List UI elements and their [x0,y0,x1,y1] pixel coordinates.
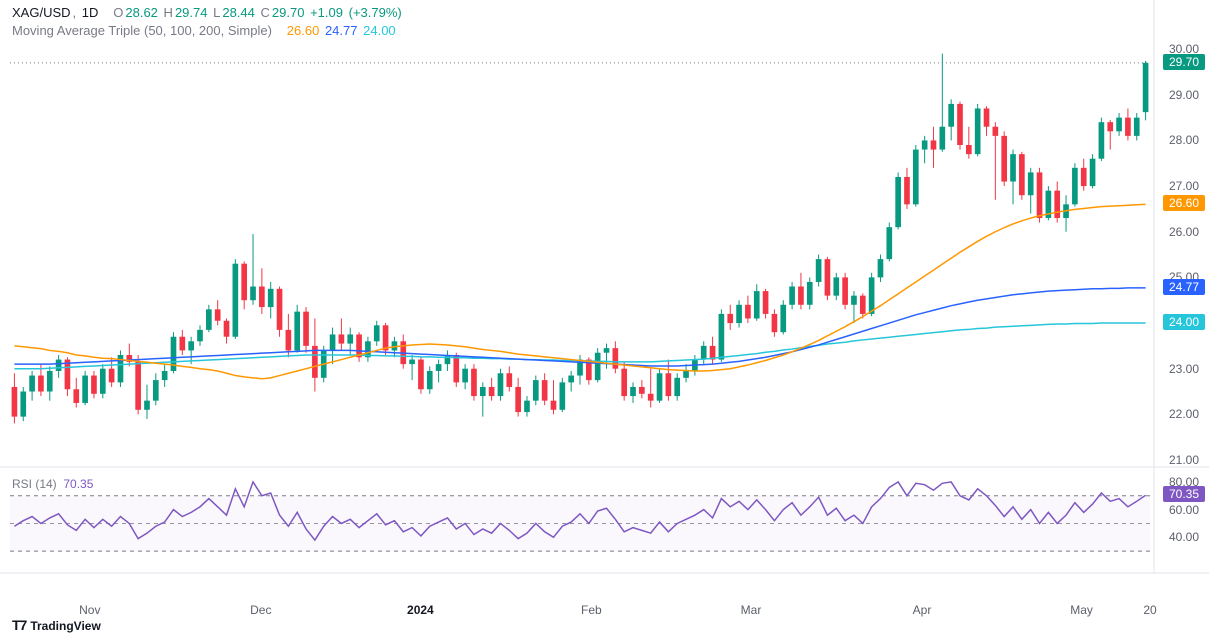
tradingview-text: TradingView [30,619,100,633]
time-axis-label: Mar [741,603,762,617]
rsi-header[interactable]: RSI (14) 70.35 [12,477,93,491]
time-axis-label: Apr [913,603,932,617]
price-axis-tag: 24.00 [1163,314,1205,330]
tradingview-logo-icon: T7 [12,617,26,633]
rsi-axis-tick: 40.00 [1157,530,1199,544]
price-axis-tick: 23.00 [1157,362,1199,376]
price-axis-tag: 29.70 [1163,54,1205,70]
rsi-value: 70.35 [63,477,93,491]
price-axis-tick: 26.00 [1157,225,1199,239]
time-axis-label: Dec [250,603,271,617]
price-axis-tick: 28.00 [1157,133,1199,147]
chart-root: XAG/USD, 1D O28.62 H29.74 L28.44 C29.70 … [0,0,1209,637]
tradingview-attribution[interactable]: T7 TradingView [12,617,101,633]
price-axis-tick: 21.00 [1157,453,1199,467]
price-axis-tick: 29.00 [1157,88,1199,102]
price-axis-tag: 26.60 [1163,195,1205,211]
time-axis-label: 20 [1143,603,1156,617]
time-axis-label: Feb [581,603,602,617]
time-axis-label: 2024 [407,603,434,617]
price-axis-tag: 24.77 [1163,279,1205,295]
price-axis-tick: 27.00 [1157,179,1199,193]
rsi-axis-tag: 70.35 [1163,486,1205,502]
price-axis-tick: 22.00 [1157,407,1199,421]
rsi-label: RSI (14) [12,477,57,491]
rsi-axis-tick: 60.00 [1157,503,1199,517]
chart-canvas[interactable] [0,0,1209,637]
time-axis-label: May [1070,603,1093,617]
time-axis-label: Nov [79,603,100,617]
